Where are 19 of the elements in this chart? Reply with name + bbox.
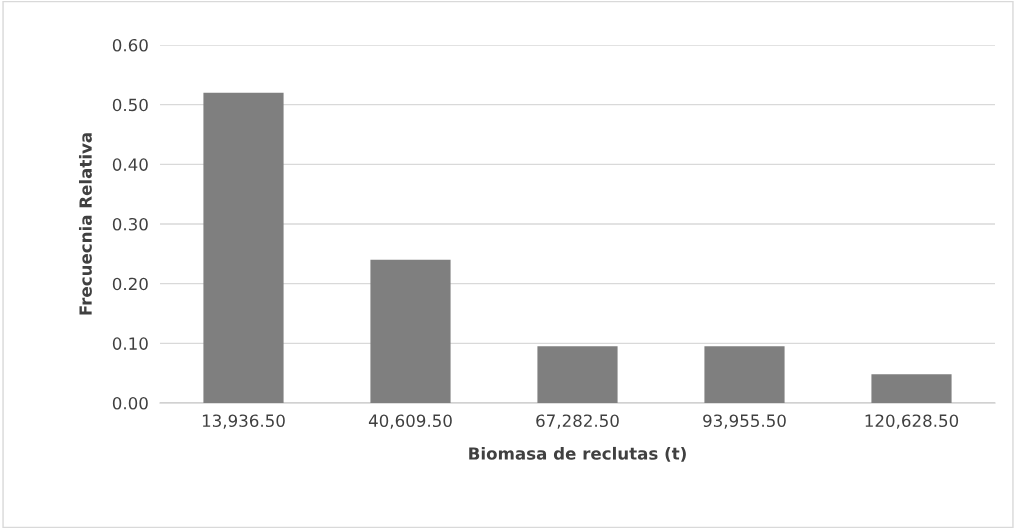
bar: [370, 259, 451, 403]
y-tick-label: 0.60: [112, 38, 148, 52]
bar: [537, 346, 618, 403]
y-tick-label: 0.40: [112, 158, 148, 171]
x-tick-label: 120,628.50: [865, 414, 959, 429]
y-tick-label: 0.50: [112, 98, 148, 112]
bar: [871, 374, 952, 403]
x-tick-label: 67,282.50: [536, 414, 619, 429]
x-tick-label: 40,609.50: [368, 414, 452, 429]
x-tick-label: 93,955.50: [703, 414, 786, 429]
y-tick-label: 0.10: [112, 337, 148, 350]
y-tick-label: 0.20: [112, 277, 148, 291]
bar: [203, 92, 284, 403]
y-tick-label: 0.00: [112, 396, 148, 410]
bar: [704, 346, 785, 403]
x-tick-label: 13,936.50: [202, 414, 285, 429]
x-axis-title: Biomasa de reclutas (t): [469, 446, 686, 462]
y-axis-title: Frecuecnia Relativa: [78, 133, 92, 315]
y-tick-label: 0.30: [112, 217, 148, 231]
